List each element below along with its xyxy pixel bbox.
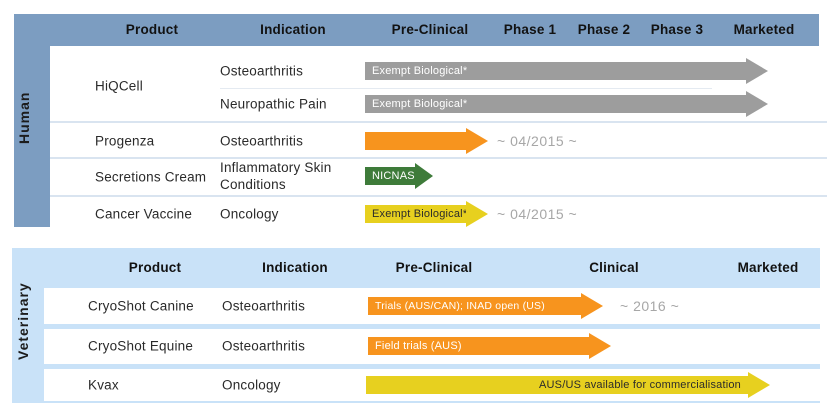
arrow-secretions-cream: NICNAS <box>365 163 433 189</box>
arrow-progenza <box>365 128 488 154</box>
vet-column-header-marketed: Marketed <box>737 260 799 275</box>
arrow-body: AUS/US available for commercialisation <box>366 376 748 394</box>
arrow-body: Exempt Biological* <box>365 205 467 223</box>
human-column-header-indication: Indication <box>260 22 326 37</box>
indication-osteoarthritis: Osteoarthritis <box>220 63 304 79</box>
product-cryoshot-equine: CryoShot Equine <box>88 338 194 354</box>
arrow-head-icon <box>746 58 768 84</box>
cryoshot-canine-date-note: ~ 2016 ~ <box>620 298 680 314</box>
product-progenza: Progenza <box>95 133 155 149</box>
cancer-vaccine-date-note: ~ 04/2015 ~ <box>497 206 578 222</box>
human-column-header-pre-clinical: Pre-Clinical <box>391 22 469 37</box>
arrow-label: NICNAS <box>372 170 415 182</box>
arrow-cryoshot-canine: Trials (AUS/CAN); INAD open (US) <box>368 293 603 319</box>
indication-inflammatory-skin-conditions: Inflammatory Skin Conditions <box>220 160 332 192</box>
indication-osteoarthritis: Osteoarthritis <box>222 298 306 314</box>
arrow-label: Exempt Biological* <box>372 208 468 220</box>
indication-oncology: Oncology <box>220 206 279 222</box>
human-column-header-phase-3: Phase 3 <box>650 22 704 37</box>
veterinary-section-label: Veterinary <box>15 282 31 360</box>
progenza-date-note: ~ 04/2015 ~ <box>497 133 578 149</box>
arrow-label: Exempt Biological* <box>372 65 468 77</box>
arrow-body: Exempt Biological* <box>365 95 746 113</box>
product-cryoshot-canine: CryoShot Canine <box>88 298 194 314</box>
human-column-header-product: Product <box>125 22 179 37</box>
arrow-head-icon <box>746 91 768 117</box>
arrow-body: Field trials (AUS) <box>368 337 589 355</box>
arrow-kvax: AUS/US available for commercialisation <box>366 372 770 398</box>
arrow-body: Exempt Biological* <box>365 62 746 80</box>
arrow-head-icon <box>415 163 433 189</box>
arrow-body: NICNAS <box>365 167 415 185</box>
indication-oncology: Oncology <box>222 377 281 393</box>
arrow-hiqcell-osteoarthritis: Exempt Biological* <box>365 58 768 84</box>
product-kvax: Kvax <box>88 377 119 393</box>
arrow-label: AUS/US available for commercialisation <box>538 379 741 391</box>
arrow-hiqcell-neuropathic-pain: Exempt Biological* <box>365 91 768 117</box>
arrow-body <box>365 132 466 150</box>
arrow-head-icon <box>466 201 488 227</box>
vet-column-header-clinical: Clinical <box>589 260 639 275</box>
arrow-body: Trials (AUS/CAN); INAD open (US) <box>368 297 581 315</box>
arrow-cancer-vaccine: Exempt Biological* <box>365 201 488 227</box>
indication-osteoarthritis: Osteoarthritis <box>220 133 304 149</box>
product-secretions-cream: Secretions Cream <box>95 169 207 185</box>
indication-osteoarthritis: Osteoarthritis <box>222 338 306 354</box>
product-cancer-vaccine: Cancer Vaccine <box>95 206 193 222</box>
arrow-label: Trials (AUS/CAN); INAD open (US) <box>375 300 545 312</box>
vet-column-header-indication: Indication <box>262 260 328 275</box>
row-divider <box>50 157 827 159</box>
arrow-head-icon <box>748 372 770 398</box>
human-column-header-phase-2: Phase 2 <box>577 22 631 37</box>
row-divider <box>50 195 827 197</box>
human-section-label: Human <box>16 91 32 145</box>
row-divider <box>50 121 827 123</box>
arrow-head-icon <box>581 293 603 319</box>
arrow-label: Exempt Biological* <box>372 98 468 110</box>
hiqcell-subrow-divider <box>220 88 712 89</box>
human-column-header-phase-1: Phase 1 <box>503 22 557 37</box>
arrow-head-icon <box>589 333 611 359</box>
arrow-head-icon <box>466 128 488 154</box>
vet-column-header-product: Product <box>128 260 182 275</box>
arrow-cryoshot-equine: Field trials (AUS) <box>368 333 611 359</box>
human-column-header-marketed: Marketed <box>733 22 795 37</box>
product-hiqcell: HiQCell <box>95 78 143 94</box>
vet-column-header-pre-clinical: Pre-Clinical <box>395 260 473 275</box>
arrow-label: Field trials (AUS) <box>375 340 462 352</box>
indication-neuropathic-pain: Neuropathic Pain <box>220 96 327 112</box>
